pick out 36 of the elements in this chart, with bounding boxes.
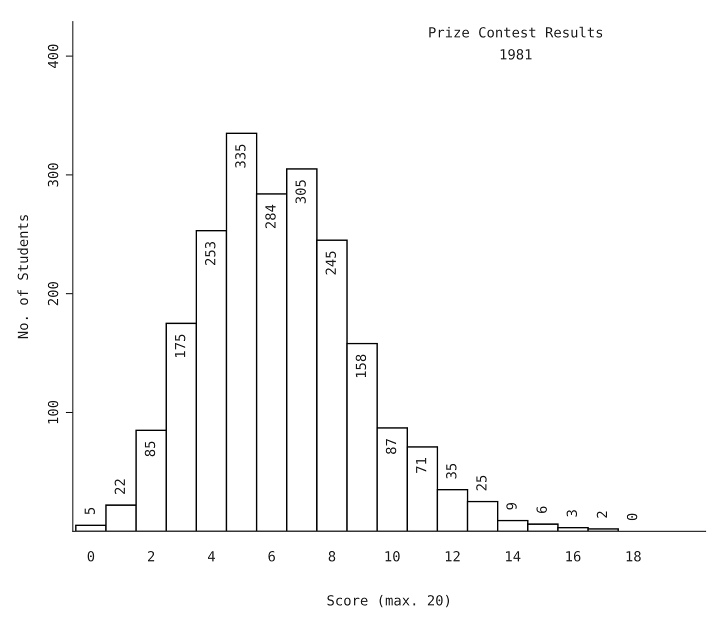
data-label: 3 <box>566 510 578 517</box>
x-tick-label: 4 <box>208 551 215 562</box>
data-label: 25 <box>476 476 487 490</box>
data-label: 22 <box>114 479 125 494</box>
data-label: 0 <box>626 514 638 520</box>
data-label: 85 <box>144 442 156 456</box>
data-label: 245 <box>326 252 336 274</box>
data-label: 175 <box>175 334 186 357</box>
data-label: 2 <box>596 512 608 518</box>
x-axis-title: Score (max. 20) <box>327 594 450 608</box>
y-tick-label: 300 <box>48 163 58 187</box>
x-tick-label: 14 <box>506 551 520 562</box>
y-axis-title: No. of Students <box>17 215 28 338</box>
text: Prize Contest Results 1981 <box>429 26 602 60</box>
data-label: 35 <box>446 464 457 479</box>
data-label: 158 <box>356 354 366 378</box>
data-label: 5 <box>84 508 95 514</box>
x-tick-label: 2 <box>148 551 154 562</box>
y-tick-label: 400 <box>48 44 58 68</box>
x-tick-label: 6 <box>268 551 275 562</box>
data-label: 71 <box>416 458 426 473</box>
data-label: 6 <box>536 506 547 514</box>
data-label: 305 <box>295 180 306 204</box>
y-tick-label: 100 <box>48 400 58 424</box>
data-label: 335 <box>235 144 246 168</box>
x-tick-label: 8 <box>328 551 336 562</box>
x-tick-label: 16 <box>566 551 580 562</box>
y-tick-label: 200 <box>48 282 58 306</box>
data-label: 9 <box>506 502 517 510</box>
x-tick-label: 10 <box>386 551 400 562</box>
x-tick-label: 12 <box>446 551 460 562</box>
x-tick-label: 0 <box>88 551 94 562</box>
x-tick-label: 18 <box>626 551 641 562</box>
data-label: 87 <box>386 439 396 454</box>
data-label: 284 <box>265 204 276 228</box>
data-label: 253 <box>204 242 216 265</box>
